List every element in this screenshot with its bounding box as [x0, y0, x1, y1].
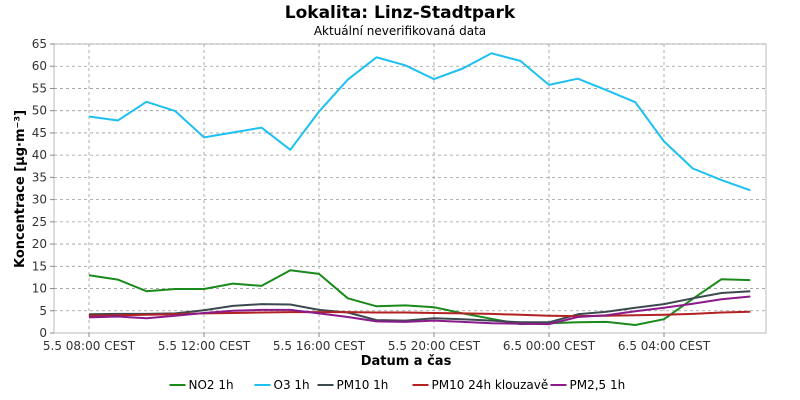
- y-axis-label: Koncentrace [µg·m⁻³]: [13, 110, 28, 268]
- legend-item: NO2 1h: [169, 378, 234, 392]
- series-line: [88, 295, 751, 326]
- y-tick-label: 45: [32, 126, 47, 140]
- y-tick-label: 60: [32, 59, 47, 73]
- x-tick-label: 5.5 16:00 CEST: [273, 339, 366, 353]
- plot-area: [53, 43, 767, 334]
- series-line: [88, 290, 751, 324]
- y-tick-label: 5: [39, 304, 47, 318]
- legend-item: PM10 1h: [317, 378, 389, 392]
- y-axis-ticks: 0 5 10 15 20 25 30 35 40 45 50 55 60 65: [32, 37, 54, 340]
- legend-item: O3 1h: [254, 378, 310, 392]
- y-tick-label: 10: [32, 282, 47, 296]
- x-tick-label: 5.5 20:00 CEST: [388, 339, 481, 353]
- y-tick-label: 20: [32, 237, 47, 251]
- y-tick-label: 35: [32, 170, 47, 184]
- legend-label: PM10 24h klouzavě: [432, 378, 549, 392]
- legend: NO2 1h O3 1h PM10 1h PM10 24h klouzavě PM2,5…: [169, 378, 626, 392]
- y-tick-label: 15: [32, 259, 47, 273]
- grid: [54, 43, 766, 333]
- legend-item: PM10 24h klouzavě: [412, 378, 549, 392]
- legend-label: PM2,5 1h: [570, 378, 626, 392]
- series-line: [88, 269, 751, 326]
- y-tick-label: 65: [32, 37, 47, 51]
- series-line: [88, 52, 751, 192]
- legend-label: PM10 1h: [337, 378, 389, 392]
- x-axis-label: Datum a čas: [361, 354, 452, 369]
- legend-label: O3 1h: [274, 378, 310, 392]
- legend-item: PM2,5 1h: [550, 378, 626, 392]
- y-tick-label: 55: [32, 81, 47, 95]
- series-lines: [88, 52, 751, 326]
- y-tick-label: 50: [32, 104, 47, 118]
- y-tick-label: 30: [32, 193, 47, 207]
- y-tick-label: 25: [32, 215, 47, 229]
- x-axis-ticks: 5.5 08:00 CEST 5.5 12:00 CEST 5.5 16:00 CE…: [43, 333, 711, 353]
- y-tick-label: 0: [39, 326, 47, 340]
- x-tick-label: 5.5 08:00 CEST: [43, 339, 136, 353]
- chart-title: Lokalita: Linz-Stadtpark: [285, 3, 516, 23]
- chart-subtitle: Aktuální neverifikovaná data: [314, 24, 486, 38]
- y-tick-label: 40: [32, 148, 47, 162]
- legend-label: NO2 1h: [189, 378, 234, 392]
- x-tick-label: 6.5 00:00 CEST: [503, 339, 596, 353]
- x-tick-label: 6.5 04:00 CEST: [618, 339, 711, 353]
- x-tick-label: 5.5 12:00 CEST: [158, 339, 251, 353]
